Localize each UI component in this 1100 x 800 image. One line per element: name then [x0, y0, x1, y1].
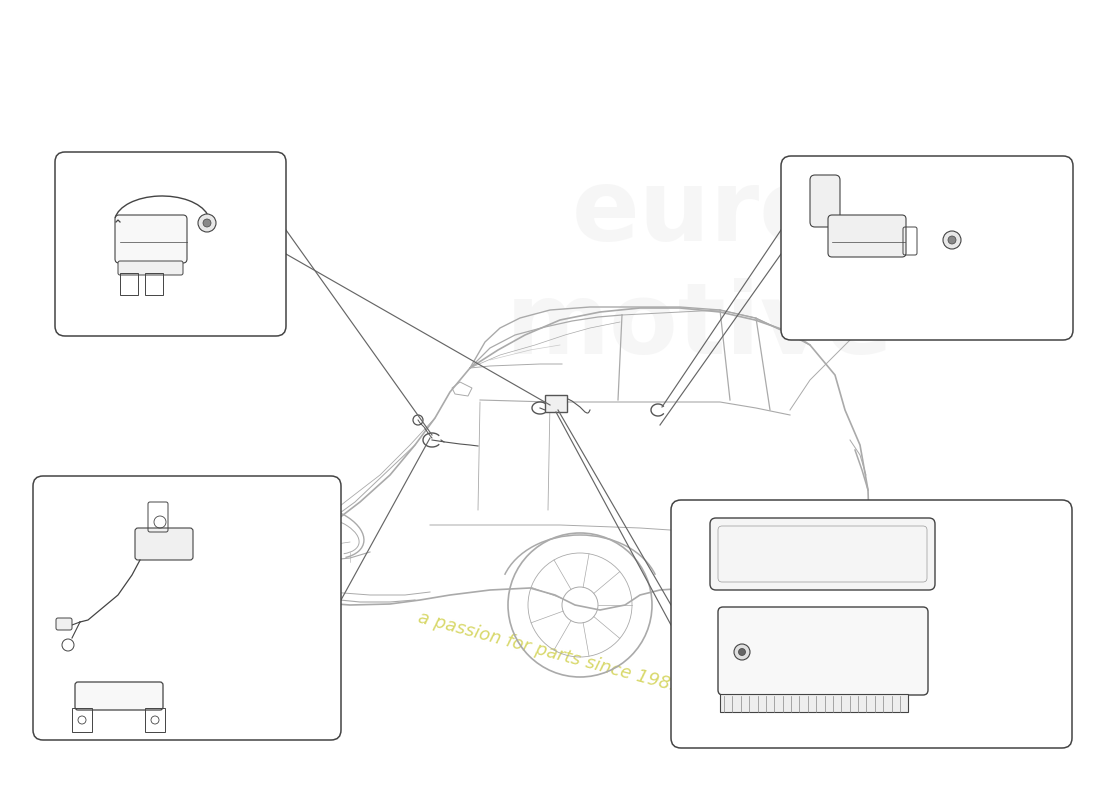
Bar: [145, 273, 163, 295]
Circle shape: [943, 231, 961, 249]
Circle shape: [204, 219, 211, 227]
FancyBboxPatch shape: [718, 607, 928, 695]
Text: 1: 1: [690, 697, 718, 723]
Text: 3: 3: [128, 170, 147, 227]
Text: 2: 2: [92, 702, 108, 715]
Bar: [720, 694, 907, 712]
Bar: [72, 708, 92, 732]
Text: 8: 8: [73, 542, 100, 635]
Circle shape: [734, 644, 750, 660]
Text: 5: 5: [953, 168, 966, 238]
Bar: [120, 273, 138, 295]
FancyBboxPatch shape: [75, 682, 163, 710]
Circle shape: [948, 236, 956, 244]
FancyBboxPatch shape: [116, 215, 187, 263]
FancyBboxPatch shape: [710, 518, 935, 590]
FancyBboxPatch shape: [33, 476, 341, 740]
FancyBboxPatch shape: [118, 261, 183, 275]
FancyBboxPatch shape: [828, 215, 906, 257]
Circle shape: [738, 649, 746, 655]
FancyBboxPatch shape: [781, 156, 1072, 340]
Text: 3: 3: [835, 168, 843, 227]
Text: euro
motive: euro motive: [506, 166, 894, 374]
Text: 5: 5: [194, 170, 207, 220]
FancyBboxPatch shape: [55, 152, 286, 336]
Text: 4: 4: [745, 653, 840, 675]
FancyBboxPatch shape: [135, 528, 192, 560]
Bar: [544, 395, 566, 412]
Bar: [145, 708, 165, 732]
Text: 7: 7: [50, 542, 65, 623]
FancyBboxPatch shape: [810, 175, 840, 227]
Circle shape: [198, 214, 216, 232]
FancyBboxPatch shape: [56, 618, 72, 630]
FancyBboxPatch shape: [671, 500, 1072, 748]
Text: a passion for parts since 1985: a passion for parts since 1985: [417, 608, 683, 696]
Text: 6: 6: [140, 534, 147, 555]
